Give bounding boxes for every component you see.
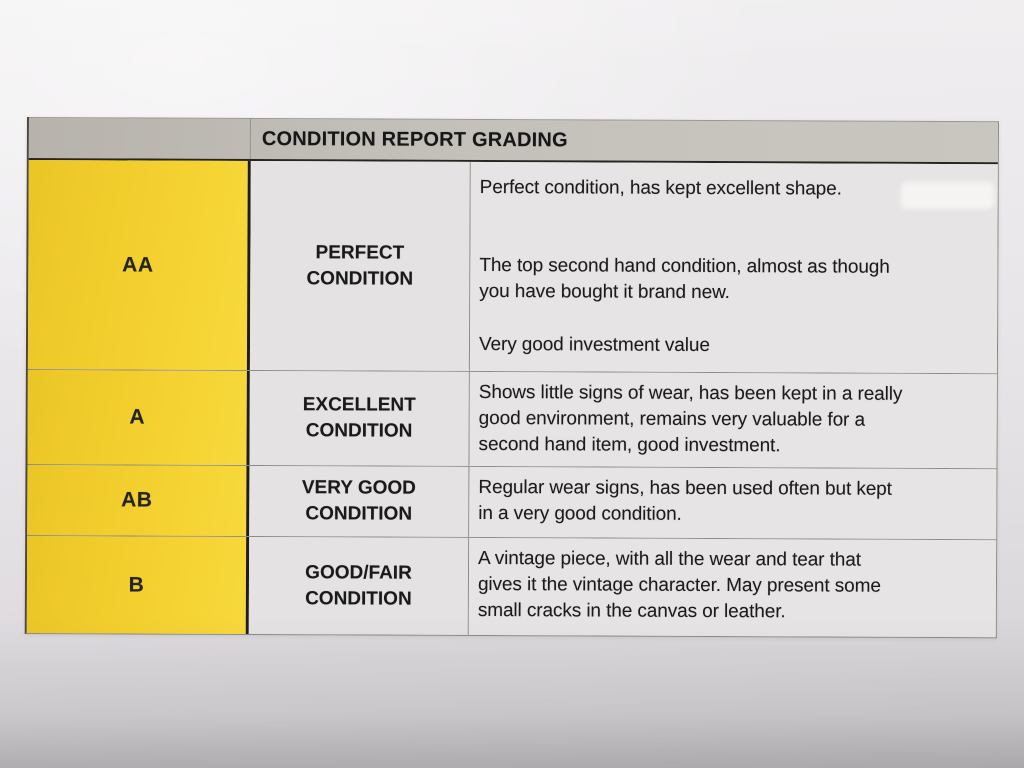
condition-label: EXCELLENT CONDITION [302,394,416,442]
header-title-cell: CONDITION REPORT GRADING [251,119,998,162]
description-cell-ab: Regular wear signs, has been used often … [469,466,997,540]
grade-label: B [128,572,145,597]
condition-cell-a: EXCELLENT CONDITION [249,370,470,466]
grade-label: AB [121,488,153,512]
condition-grading-table: CONDITION REPORT GRADING AA PERFECT COND… [24,117,999,639]
header-empty-cell [28,118,251,159]
condition-label: GOOD/FAIR CONDITION [305,561,412,610]
description-cell-b: A vintage piece, with all the wear and t… [468,537,997,638]
description-paragraph: Regular wear signs, has been used often … [478,476,892,525]
table-row-grade-a: A EXCELLENT CONDITION Shows little signs… [27,370,997,470]
condition-cell-b: GOOD/FAIR CONDITION [248,536,470,635]
description-cell-a: Shows little signs of wear, has been kep… [469,371,997,469]
grade-label: A [129,405,146,429]
condition-cell-ab: VERY GOOD CONDITION [249,465,470,537]
description-paragraph: Very good investment value [478,333,710,356]
grade-label: AA [122,252,154,277]
description-cell-aa: Perfect condition, has kept excellent sh… [469,161,998,374]
condition-label: VERY GOOD CONDITION [301,477,416,525]
description-paragraph: The top second hand condition, almost as… [479,254,890,304]
table-row-grade-b: B GOOD/FAIR CONDITION A vintage piece, w… [26,536,997,638]
grade-cell-a: A [27,370,250,465]
condition-cell-aa: PERFECT CONDITION [249,160,471,371]
table-row-grade-aa: AA PERFECT CONDITION Perfect condition, … [27,160,998,375]
table-header-row: CONDITION REPORT GRADING [28,117,998,165]
table-title: CONDITION REPORT GRADING [261,127,568,151]
table-row-grade-ab: AB VERY GOOD CONDITION Regular wear sign… [27,465,997,541]
grade-cell-aa: AA [27,160,251,370]
description-paragraph: Shows little signs of wear, has been kep… [478,381,903,457]
description-paragraph: A vintage piece, with all the wear and t… [477,547,881,623]
grade-cell-b: B [26,536,250,634]
grade-cell-ab: AB [27,465,250,536]
condition-label: PERFECT CONDITION [306,241,414,290]
description-paragraph: Perfect condition, has kept excellent sh… [479,176,842,200]
